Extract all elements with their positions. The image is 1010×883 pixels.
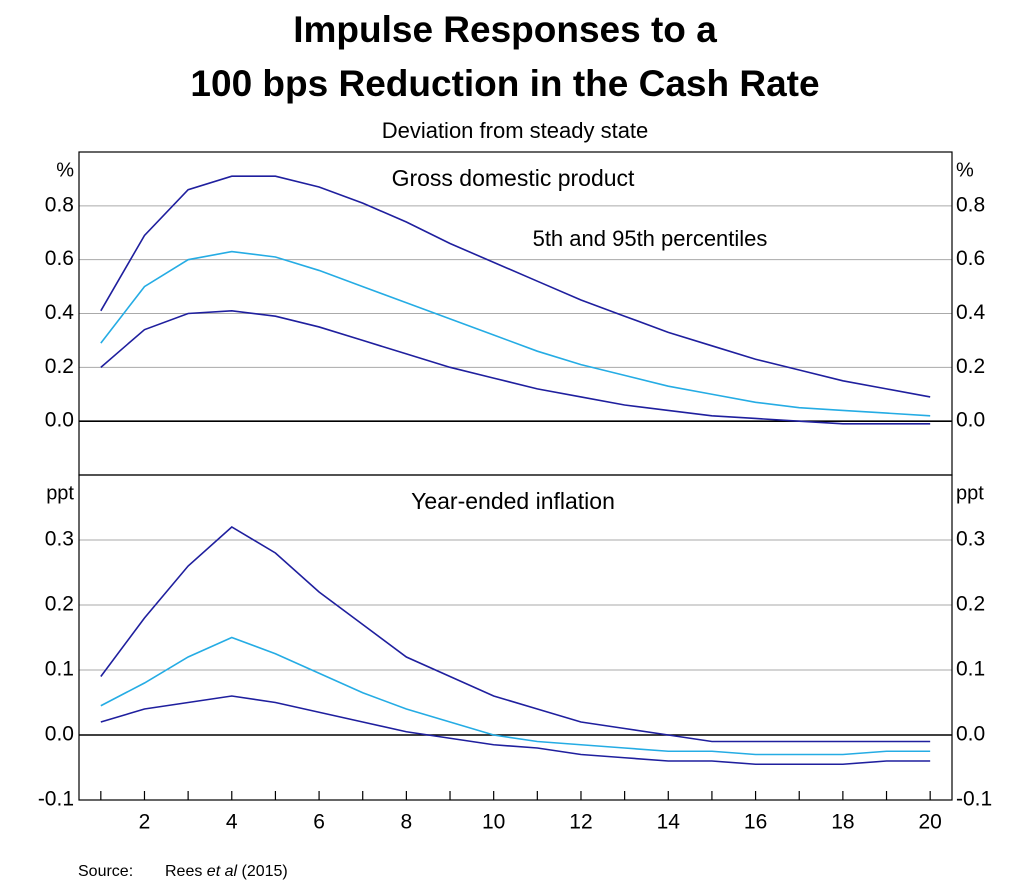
y-tick-label: -0.1 — [38, 788, 74, 811]
y-tick-label: 0.6 — [45, 247, 74, 270]
panel-title: Year-ended inflation — [411, 488, 615, 514]
panel-title: Gross domestic product — [392, 165, 635, 191]
y-tick-label: 0.2 — [45, 593, 74, 616]
x-tick-label: 4 — [226, 811, 238, 834]
x-tick-label: 10 — [482, 811, 505, 834]
plot-frame — [78, 474, 953, 801]
x-tick-label: 14 — [657, 811, 681, 834]
line-series — [100, 310, 931, 425]
chart-title: 100 bps Reduction in the Cash Rate — [190, 63, 819, 104]
unit-label: % — [56, 159, 74, 181]
y-tick-label: 0.8 — [45, 193, 74, 216]
line-series — [100, 250, 931, 417]
y-tick-label: 0.2 — [45, 355, 74, 378]
y-tick-label-right: 0.2 — [956, 355, 985, 378]
y-tick-label-right: 0.6 — [956, 247, 985, 270]
y-tick-label: 0.3 — [45, 528, 74, 551]
x-tick-label: 8 — [401, 811, 413, 834]
annotation: 5th and 95th percentiles — [533, 226, 768, 251]
line-series — [100, 175, 931, 398]
y-tick-label-right: 0.3 — [956, 528, 985, 551]
y-tick-label-right: 0.8 — [956, 193, 985, 216]
unit-label-right: % — [956, 159, 974, 181]
unit-label-right: ppt — [956, 482, 984, 504]
x-tick-label: 6 — [313, 811, 325, 834]
source-label: Source: — [78, 863, 133, 880]
y-tick-label: 0.4 — [45, 301, 75, 324]
source: Rees et al (2015) — [165, 863, 288, 880]
y-tick-label: 0.1 — [45, 658, 74, 681]
line-series — [100, 695, 931, 766]
source-text: Rees — [165, 863, 207, 880]
y-tick-label-right: 0.1 — [956, 658, 985, 681]
line-series — [100, 526, 931, 743]
source-text: et al — [207, 863, 238, 880]
x-tick-label: 20 — [918, 811, 941, 834]
y-tick-label: 0.0 — [45, 409, 74, 432]
chart-subtitle: Deviation from steady state — [382, 118, 649, 143]
y-tick-label-right: -0.1 — [956, 788, 992, 811]
unit-label: ppt — [46, 482, 74, 504]
y-tick-label-right: 0.4 — [956, 301, 986, 324]
source-text: (2015) — [237, 863, 288, 880]
y-tick-label: 0.0 — [45, 723, 74, 746]
x-tick-label: 2 — [139, 811, 151, 834]
x-tick-label: 16 — [744, 811, 767, 834]
y-tick-label-right: 0.0 — [956, 409, 985, 432]
chart-title: Impulse Responses to a — [293, 9, 717, 50]
y-tick-label-right: 0.0 — [956, 723, 985, 746]
line-series — [100, 636, 931, 756]
x-tick-label: 18 — [831, 811, 854, 834]
x-tick-label: 12 — [569, 811, 592, 834]
y-tick-label-right: 0.2 — [956, 593, 985, 616]
